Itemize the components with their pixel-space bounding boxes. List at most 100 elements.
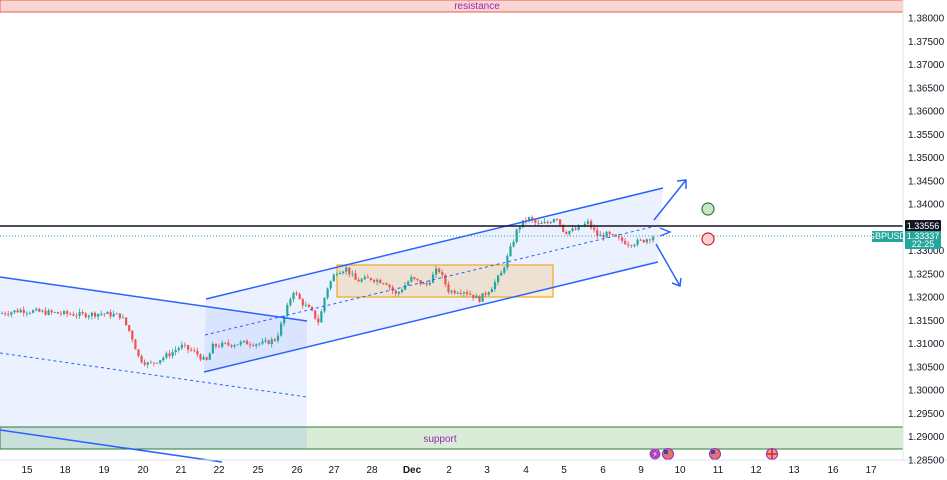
bullish-candle [242,340,245,342]
bearish-candle [307,304,311,308]
bearish-candle [459,292,462,294]
bullish-candle [503,267,506,273]
bearish-candle [648,239,652,241]
bullish-candle [63,311,66,314]
bullish-candle [159,360,162,363]
old-channel-upper-line[interactable] [0,276,308,322]
bearish-candle [391,287,394,291]
bullish-candle [462,292,466,294]
old-channel-lower-line[interactable] [0,429,223,463]
old-channel-mid-line[interactable] [0,352,308,398]
bearish-candle [38,308,41,312]
bearish-candle [137,349,140,357]
bullish-candle [326,288,329,298]
bearish-candle [196,350,199,355]
bullish-candle [518,227,521,230]
bullish-candle [360,279,363,282]
bullish-candle [345,267,348,272]
bearish-candle [621,237,624,241]
y-tick-label: 1.36500 [908,83,945,94]
bearish-candle [72,314,75,316]
event-icon-lightning[interactable]: ⚡ [649,448,661,460]
bearish-candle [627,244,630,246]
y-tick-label: 1.35500 [908,130,945,141]
bullish-candle [404,285,407,290]
bearish-candle [379,279,382,284]
bearish-candle [534,219,537,223]
bullish-candle [208,353,211,360]
event-icon-us-flag-11[interactable] [709,448,721,460]
y-axis-ticks[interactable]: 1.38000 1.37500 1.37000 1.36500 1.36000 1.355… [908,14,945,467]
bearish-candle [611,234,614,235]
bullish-candle [171,351,174,357]
bullish-candle [583,223,586,227]
y-tick-label: 1.38000 [908,14,945,25]
bullish-candle [47,310,50,315]
bearish-candle [484,293,487,295]
x-tick-label: 2 [446,465,452,476]
x-tick-label: 27 [328,465,340,476]
bearish-candle [199,354,202,360]
channel-upper-line[interactable] [205,187,664,300]
bearish-candle [354,273,357,280]
bullish-candle [283,315,286,324]
bearish-candle [59,313,63,315]
bearish-candle [369,278,373,280]
bearish-candle [531,217,534,220]
bullish-candle [323,297,326,312]
bearish-candle [574,228,577,230]
bullish-candle [19,309,22,313]
x-tick-label: 19 [98,465,110,476]
bearish-projection-arrow[interactable] [655,243,682,288]
x-tick-label: 20 [137,465,149,476]
y-tick-label: 1.29500 [908,409,945,420]
bullish-candle [32,310,35,313]
bearish-candle [50,310,53,313]
bullish-candle [1,313,4,315]
bearish-candle [295,292,298,294]
bullish-projection-arrow[interactable] [653,179,687,221]
bullish-candle [400,289,404,292]
bullish-candle [586,221,590,224]
bearish-candle [301,299,304,306]
bearish-candle [81,312,84,314]
bearish-candle [425,283,428,285]
bearish-candle [317,318,320,323]
x-axis-ticks[interactable]: 15 18 19 20 21 22 25 26 27 28 Dec 2 3 4 5 6 9 10 11 12 13 16 1… [21,465,877,476]
bullish-candle [329,281,332,289]
x-tick-label: 3 [484,465,490,476]
bullish-candle [28,312,32,314]
channel-mid-line[interactable] [204,224,661,336]
bearish-candle [617,236,621,238]
bullish-candle [180,344,183,349]
bearish-candle [230,344,233,347]
bullish-candle [422,283,425,285]
bearish-candle [252,345,255,346]
bullish-candle [512,241,515,247]
bearish-candle [608,231,611,235]
bullish-candle [577,225,580,230]
bullish-candle [97,313,100,317]
bullish-candle [78,312,81,316]
event-icon-uk-flag-12[interactable] [766,448,778,460]
bullish-candle [289,299,292,305]
bearish-scenario-circle[interactable] [701,232,715,246]
bullish-scenario-circle[interactable] [701,202,715,216]
channel-lower-line[interactable] [203,261,659,373]
bearish-candle [472,294,475,299]
bearish-candle [447,284,450,293]
bearish-candle [267,340,270,344]
resistance-zone[interactable] [0,0,904,13]
x-tick-label: 10 [674,465,686,476]
bearish-candle [537,222,540,224]
x-tick-label: 6 [600,465,606,476]
bullish-candle [552,219,555,223]
y-tick-label: 1.28500 [908,456,945,467]
bearish-candle [416,278,419,281]
event-icon-us-flag[interactable] [662,448,674,460]
bullish-candle [270,339,273,344]
x-tick-label: 28 [366,465,378,476]
bearish-candle [16,310,19,313]
bearish-candle [149,362,152,364]
